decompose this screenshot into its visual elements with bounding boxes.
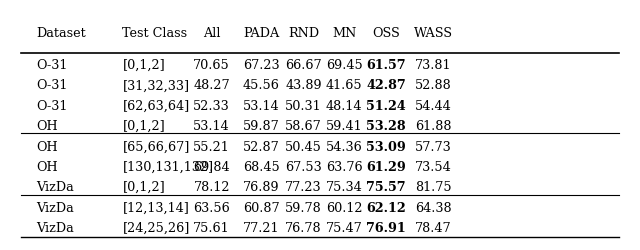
- Text: [0,1,2]: [0,1,2]: [122, 180, 165, 194]
- Text: 67.53: 67.53: [285, 160, 322, 173]
- Text: 81.75: 81.75: [415, 180, 452, 194]
- Text: OH: OH: [36, 120, 58, 133]
- Text: Test Class: Test Class: [122, 27, 188, 40]
- Text: Dataset: Dataset: [36, 27, 86, 40]
- Text: OH: OH: [36, 160, 58, 173]
- Text: MN: MN: [332, 27, 356, 40]
- Text: 61.57: 61.57: [367, 59, 406, 72]
- Text: 51.24: 51.24: [366, 100, 406, 112]
- Text: 61.88: 61.88: [415, 120, 452, 133]
- Text: 77.23: 77.23: [285, 180, 322, 194]
- Text: WASS: WASS: [414, 27, 453, 40]
- Text: 75.57: 75.57: [367, 180, 406, 194]
- Text: O-31: O-31: [36, 79, 68, 92]
- Text: 53.14: 53.14: [193, 120, 230, 133]
- Text: 60.12: 60.12: [326, 201, 362, 214]
- Text: 76.89: 76.89: [243, 180, 280, 194]
- Text: 59.78: 59.78: [285, 201, 322, 214]
- Text: All: All: [203, 27, 220, 40]
- Text: 75.34: 75.34: [326, 180, 363, 194]
- Text: 52.87: 52.87: [243, 140, 280, 153]
- Text: 63.56: 63.56: [193, 201, 230, 214]
- Text: 55.21: 55.21: [193, 140, 230, 153]
- Text: 64.38: 64.38: [415, 201, 452, 214]
- Text: PADA: PADA: [243, 27, 280, 40]
- Text: 41.65: 41.65: [326, 79, 362, 92]
- Text: 54.44: 54.44: [415, 100, 452, 112]
- Text: 75.61: 75.61: [193, 221, 230, 234]
- Text: 50.45: 50.45: [285, 140, 322, 153]
- Text: 59.41: 59.41: [326, 120, 362, 133]
- Text: 73.54: 73.54: [415, 160, 452, 173]
- Text: 59.87: 59.87: [243, 120, 280, 133]
- Text: [12,13,14]: [12,13,14]: [122, 201, 189, 214]
- Text: O-31: O-31: [36, 59, 68, 72]
- Text: [130,131,132]: [130,131,132]: [122, 160, 214, 173]
- Text: [62,63,64]: [62,63,64]: [122, 100, 189, 112]
- Text: OSS: OSS: [372, 27, 400, 40]
- Text: O-31: O-31: [36, 100, 68, 112]
- Text: 58.67: 58.67: [285, 120, 322, 133]
- Text: 78.12: 78.12: [193, 180, 230, 194]
- Text: 69.84: 69.84: [193, 160, 230, 173]
- Text: 67.23: 67.23: [243, 59, 280, 72]
- Text: 48.14: 48.14: [326, 100, 362, 112]
- Text: 69.45: 69.45: [326, 59, 363, 72]
- Text: 78.47: 78.47: [415, 221, 452, 234]
- Text: OH: OH: [36, 140, 58, 153]
- Text: 53.28: 53.28: [367, 120, 406, 133]
- Text: VizDa: VizDa: [36, 180, 74, 194]
- Text: 60.87: 60.87: [243, 201, 280, 214]
- Text: VizDa: VizDa: [36, 201, 74, 214]
- Text: [24,25,26]: [24,25,26]: [122, 221, 190, 234]
- Text: [0,1,2]: [0,1,2]: [122, 120, 165, 133]
- Text: 50.31: 50.31: [285, 100, 322, 112]
- Text: 45.56: 45.56: [243, 79, 280, 92]
- Text: 77.21: 77.21: [243, 221, 280, 234]
- Text: 43.89: 43.89: [285, 79, 322, 92]
- Text: 61.29: 61.29: [366, 160, 406, 173]
- Text: 53.14: 53.14: [243, 100, 280, 112]
- Text: 63.76: 63.76: [326, 160, 362, 173]
- Text: VizDa: VizDa: [36, 221, 74, 234]
- Text: 68.45: 68.45: [243, 160, 280, 173]
- Text: 42.87: 42.87: [366, 79, 406, 92]
- Text: [31,32,33]: [31,32,33]: [122, 79, 189, 92]
- Text: 75.47: 75.47: [326, 221, 363, 234]
- Text: [0,1,2]: [0,1,2]: [122, 59, 165, 72]
- Text: 73.81: 73.81: [415, 59, 452, 72]
- Text: 76.91: 76.91: [366, 221, 406, 234]
- Text: 70.65: 70.65: [193, 59, 230, 72]
- Text: 66.67: 66.67: [285, 59, 322, 72]
- Text: 52.33: 52.33: [193, 100, 230, 112]
- Text: 62.12: 62.12: [366, 201, 406, 214]
- Text: 48.27: 48.27: [193, 79, 230, 92]
- Text: RND: RND: [288, 27, 319, 40]
- Text: [65,66,67]: [65,66,67]: [122, 140, 190, 153]
- Text: 53.09: 53.09: [366, 140, 406, 153]
- Text: 54.36: 54.36: [326, 140, 363, 153]
- Text: 57.73: 57.73: [415, 140, 452, 153]
- Text: 76.78: 76.78: [285, 221, 322, 234]
- Text: 52.88: 52.88: [415, 79, 452, 92]
